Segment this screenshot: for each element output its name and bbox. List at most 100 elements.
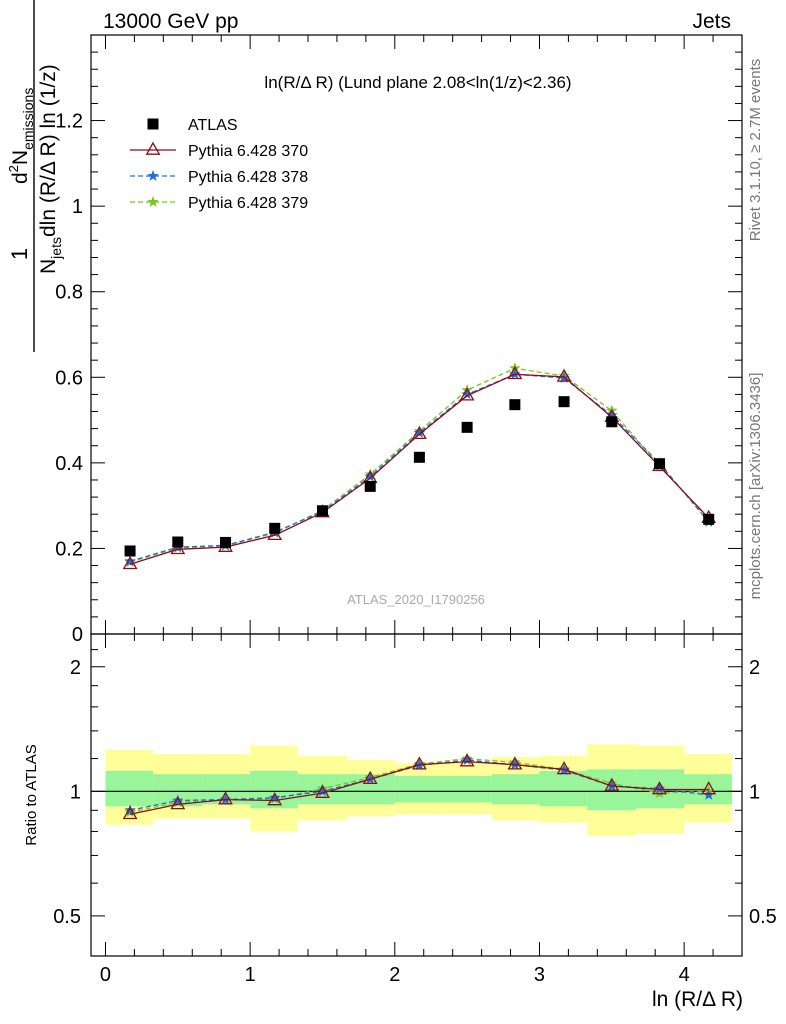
legend-marker [147,118,159,130]
ratio-y-tick-label-right: 2 [749,657,760,679]
ratio-point-pythia-6.428-379 [653,787,666,798]
x-axis-label: ln (R/Δ R) [652,988,743,1011]
ratio-point-pythia-6.428-370 [411,756,427,770]
y-tick-label: 0.2 [55,538,83,560]
ratio-point-pythia-6.428-370 [315,784,330,798]
x-tick-label: 1 [245,964,256,986]
ratio-point-pythia-6.428-378 [653,782,666,794]
ratio-y-tick-label-right: 0.5 [749,906,777,928]
data-point-atlas [269,522,281,534]
series-line-pythia-6.428-379 [129,367,710,563]
data-point-pythia-6.428-378 [413,426,426,438]
legend: ATLAS Pythia 6.428 370 Pythia 6.428 378 Pyt… [130,117,308,212]
x-tick-label: 4 [679,964,690,986]
data-point-pythia-6.428-370 [122,555,138,570]
ratio-point-pythia-6.428-370 [556,761,572,775]
y-tick-label: 0.8 [55,282,83,304]
data-point-pythia-6.428-370 [411,425,427,440]
ratio-y-tick-label-right: 1 [749,781,760,803]
data-point-atlas [654,458,666,470]
side-label-mcplots: mcplots.cern.ch [arXiv:1306.3436] [747,373,764,600]
chart-title: ln(R/Δ R) (Lund plane 2.08<ln(1/z)<2.36) [264,73,571,92]
data-point-atlas [558,396,570,408]
ratio-point-pythia-6.428-370 [652,781,667,795]
ratio-point-pythia-6.428-370 [701,781,717,795]
y-label-numerator: d2Nemissions [6,88,36,184]
axis-ticks: 0.2 0.4 0.6 0.8 1 1.2 0 0 1 2 3 4 0.5 0.5 1 1 2 2 [53,35,777,986]
data-point-pythia-6.428-378 [364,470,376,482]
ratio-y-axis-label: Ratio to ATLAS [23,744,40,845]
ratio-point-pythia-6.428-370 [267,792,283,806]
side-label-rivet: Rivet 3.1.10, ≥ 2.7M events [747,59,764,242]
ratio-band-inner [105,770,154,807]
data-point-pythia-6.428-370 [507,365,523,380]
y-label-denominator: Njetsdln (R/Δ R) ln (1/z) [37,64,64,274]
ratio-point-pythia-6.428-378 [269,791,281,803]
ratio-series-layer [122,752,717,820]
ratio-point-pythia-6.428-370 [459,753,475,767]
ratio-point-pythia-6.428-370 [170,796,186,810]
ratio-point-pythia-6.428-370 [362,770,378,785]
ratio-point-pythia-6.428-378 [703,789,715,800]
data-point-atlas [461,421,473,433]
ratio-uncertainty-bands [91,744,742,836]
data-point-pythia-6.428-378 [461,388,473,400]
ratio-y-tick-label: 1 [70,781,81,803]
legend-label: Pythia 6.428 378 [188,169,308,186]
ratio-point-pythia-6.428-378 [124,804,136,816]
legend-marker [147,196,159,207]
y-label-one: 1 [7,248,32,260]
legend-marker [145,141,161,155]
y-tick-label: 0.4 [55,453,83,475]
y-tick-label: 1.2 [55,111,83,133]
header-right: Jets [692,10,731,33]
data-point-atlas [703,513,715,525]
data-point-pythia-6.428-370 [556,368,572,382]
legend-label: Pythia 6.428 379 [188,195,308,212]
data-point-atlas [509,399,521,411]
legend-label: ATLAS [188,117,238,134]
header-left: 13000 GeV pp [103,10,238,33]
main-y-axis-label: 1 d2Nemissions Njetsdln (R/Δ R) ln (1/z) [6,0,64,352]
ratio-point-pythia-6.428-378 [461,754,473,765]
x-tick-label: 3 [534,964,545,986]
ratio-band-inner [394,775,443,803]
data-point-pythia-6.428-378 [606,409,618,421]
y-tick-label: 1 [72,196,83,218]
plot-frames [90,34,743,957]
ratio-point-pythia-6.428-370 [218,791,233,805]
ratio-y-tick-label: 2 [70,657,81,679]
legend-label: Pythia 6.428 370 [188,143,308,160]
data-point-atlas [172,536,184,548]
series-line-pythia-6.428-378 [129,373,710,562]
data-point-atlas [606,416,618,428]
y-tick-label-zero: 0 [72,624,83,646]
ratio-point-pythia-6.428-370 [507,756,523,770]
data-point-atlas [316,505,328,517]
ratio-line-pythia-6.428-370 [129,760,709,815]
data-point-pythia-6.428-370 [170,540,186,555]
data-point-pythia-6.428-378 [124,555,136,567]
y-tick-label: 0.6 [55,367,83,389]
ratio-band-inner [442,775,492,803]
ratio-y-tick-label: 0.5 [53,906,81,928]
ratio-band-inner [491,774,540,805]
x-tick-label: 2 [389,964,400,986]
main-series-layer [122,362,717,570]
data-point-atlas [124,545,136,557]
ratio-point-pythia-6.428-370 [122,805,138,820]
ratio-band-inner [539,770,588,807]
ratio-point-pythia-6.428-378 [316,785,329,797]
ratio-point-pythia-6.428-370 [604,777,620,791]
x-tick-label: 0 [100,964,111,986]
data-point-pythia-6.428-370 [459,387,475,401]
watermark: ATLAS_2020_I1790256 [347,592,485,607]
ratio-plot-frame [90,633,743,957]
data-point-atlas [364,480,376,492]
data-point-atlas [413,451,425,463]
legend-marker [147,170,159,181]
data-point-atlas [220,536,232,548]
series-line-pythia-6.428-370 [129,373,710,565]
ratio-point-pythia-6.428-378 [172,794,184,806]
